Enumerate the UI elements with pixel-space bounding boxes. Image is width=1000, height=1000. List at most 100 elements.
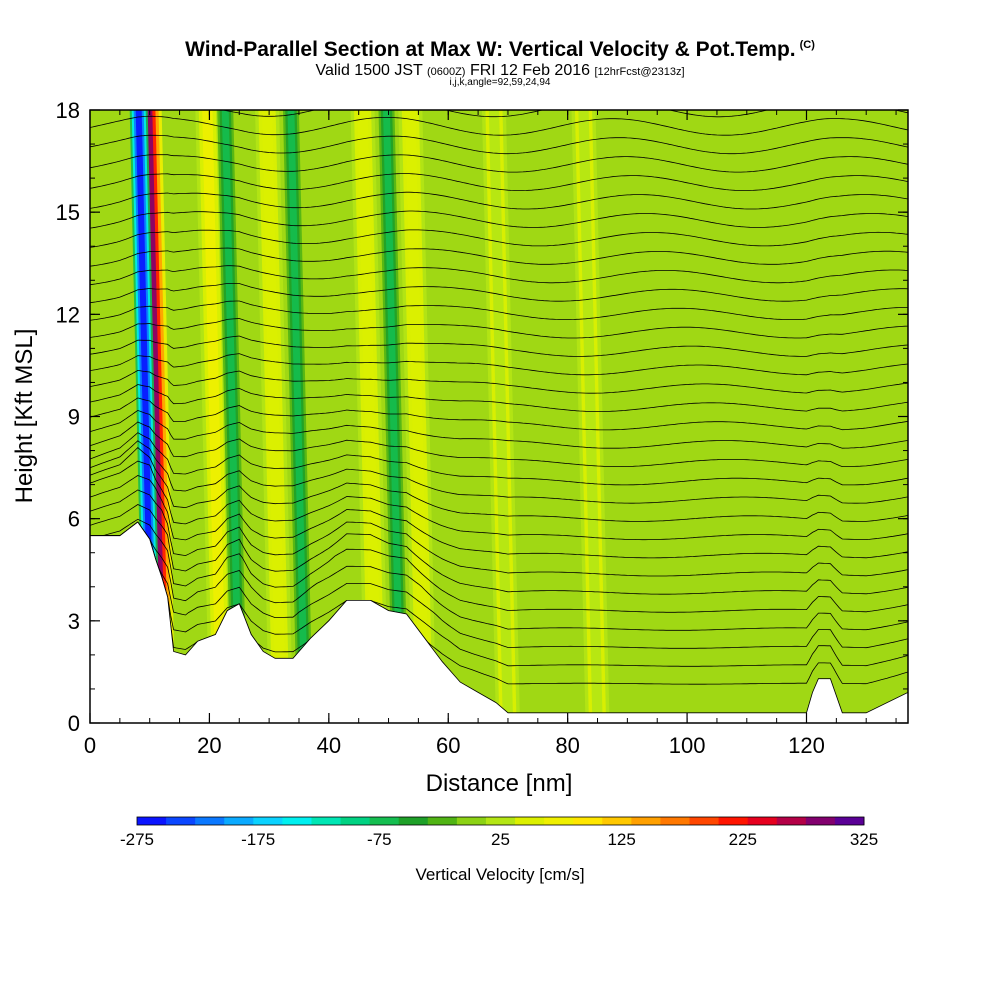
theta-line [90, 489, 908, 577]
theta-line [90, 440, 908, 504]
y-axis: 0 3 6 9 12 15 18 [56, 98, 908, 736]
updraft-band [261, 110, 287, 723]
colorbar-label: Vertical Velocity [cm/s] [415, 865, 584, 884]
updraft-band [578, 110, 603, 723]
x-axis: 0 20 40 60 80 100 120 [84, 110, 897, 758]
theta-line [90, 335, 908, 357]
x-tick-label: 80 [555, 733, 579, 758]
colorbar-swatch [456, 817, 487, 825]
valid-date: FRI 12 Feb 2016 [469, 62, 591, 79]
theta-line [90, 265, 908, 286]
theta-line [90, 521, 908, 649]
colorbar-swatch [137, 817, 167, 825]
valid-time: Valid 1500 JST (0600Z) FRI 12 Feb 2016 [… [0, 62, 1000, 80]
section-params: i,j,k,angle=92,59,24,94 [449, 77, 551, 88]
x-tick-label: 120 [788, 733, 825, 758]
y-tick-label: 3 [68, 609, 80, 634]
theta-line [90, 134, 908, 155]
theta-line [90, 475, 908, 559]
x-tick-label: 40 [317, 733, 341, 758]
colorbar-swatch [544, 817, 574, 825]
theta-line [90, 521, 908, 667]
colorbar-swatch [340, 817, 371, 825]
colorbar-tick-label: 25 [491, 830, 510, 849]
y-tick-label: 12 [56, 302, 80, 327]
x-tick-label: 60 [436, 733, 460, 758]
theta-line [90, 210, 908, 229]
colorbar-tick-label: -175 [241, 830, 275, 849]
y-tick-label: 15 [56, 200, 80, 225]
x-tick-label: 100 [669, 733, 706, 758]
colorbar-swatch [282, 817, 312, 825]
theta-line [90, 154, 908, 173]
theta-line [90, 504, 908, 595]
colorbar-swatch [515, 817, 545, 825]
colorbar-tick-label: -275 [120, 830, 154, 849]
colorbar-swatch [747, 817, 778, 825]
copyright-mark: (C) [799, 39, 815, 51]
colorbar-tick-label: 125 [607, 830, 635, 849]
chart-title-text: Wind-Parallel Section at Max W: Vertical… [185, 38, 796, 61]
colorbar-swatch [602, 817, 632, 825]
theta-line [90, 191, 908, 210]
colorbar-swatch [660, 817, 691, 825]
colorbar-swatch [689, 817, 720, 825]
updraft-band [202, 110, 227, 723]
y-tick-label: 6 [68, 507, 80, 532]
colorbar-swatch [718, 817, 749, 825]
theta-line [90, 409, 908, 449]
updraft-band [488, 110, 514, 723]
downdraft-band [221, 110, 243, 723]
colorbar-tick-label: 325 [850, 830, 878, 849]
theta-line [90, 115, 908, 136]
theta-line [90, 300, 908, 321]
colorbar-swatch [834, 817, 865, 825]
theta-line [90, 384, 908, 413]
chart-title: Wind-Parallel Section at Max W: Vertical… [0, 38, 1000, 62]
theta-line [90, 247, 908, 267]
theta-line [90, 446, 908, 522]
theta-line [90, 432, 908, 486]
y-tick-label: 18 [56, 98, 80, 123]
theta-line [90, 421, 908, 467]
downdraft-band [287, 110, 309, 723]
valid-utc: (0600Z) [426, 66, 466, 78]
theta-line [90, 460, 908, 541]
theta-line [90, 353, 908, 376]
theta-contours [90, 110, 908, 685]
colorbar-swatch [427, 817, 458, 825]
colorbar-swatch [631, 817, 661, 825]
colorbar-swatch [805, 817, 836, 825]
theta-line [90, 318, 908, 339]
colorbar-swatch [166, 817, 196, 825]
colorbar-swatch [224, 817, 254, 825]
theta-line [90, 397, 908, 431]
theta-line [90, 518, 908, 613]
y-tick-label: 0 [68, 711, 80, 736]
colorbar-swatch [311, 817, 342, 825]
terrain-mask [89, 521, 909, 724]
colorbar-swatch [485, 817, 516, 825]
theta-line [90, 369, 908, 394]
theta-line [90, 229, 908, 248]
colorbar-swatch [253, 817, 283, 825]
downdraft-band [383, 110, 404, 723]
colorbar-swatch [573, 817, 603, 825]
valid-prefix: Valid 1500 JST [315, 62, 423, 79]
theta-line [90, 283, 908, 304]
colorbar-tick-label: 225 [729, 830, 757, 849]
colorbar: -275 -175 -75 25 125 225 325 [120, 816, 878, 849]
x-tick-label: 0 [84, 733, 96, 758]
theta-line [90, 521, 908, 631]
colorbar-swatch [398, 817, 429, 825]
colorbar-tick-label: -75 [367, 830, 392, 849]
x-tick-label: 20 [197, 733, 221, 758]
colorbar-swatch [776, 817, 807, 825]
updraft-band [405, 110, 430, 723]
y-tick-label: 9 [68, 405, 80, 430]
theta-line [90, 173, 908, 191]
x-axis-label: Distance [nm] [426, 770, 573, 797]
y-axis-label: Height [Kft MSL] [11, 329, 38, 504]
colorbar-swatch [195, 817, 225, 825]
